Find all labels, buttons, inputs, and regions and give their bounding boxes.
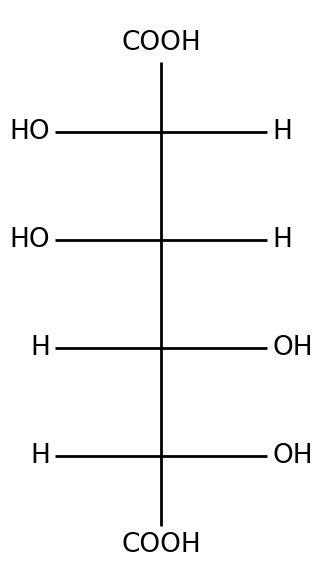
Text: OH: OH xyxy=(272,335,313,361)
Text: H: H xyxy=(272,119,292,145)
Text: COOH: COOH xyxy=(121,532,201,558)
Text: H: H xyxy=(272,227,292,253)
Text: HO: HO xyxy=(9,227,50,253)
Text: H: H xyxy=(30,443,50,469)
Text: COOH: COOH xyxy=(121,30,201,56)
Text: OH: OH xyxy=(272,443,313,469)
Text: HO: HO xyxy=(9,119,50,145)
Text: H: H xyxy=(30,335,50,361)
